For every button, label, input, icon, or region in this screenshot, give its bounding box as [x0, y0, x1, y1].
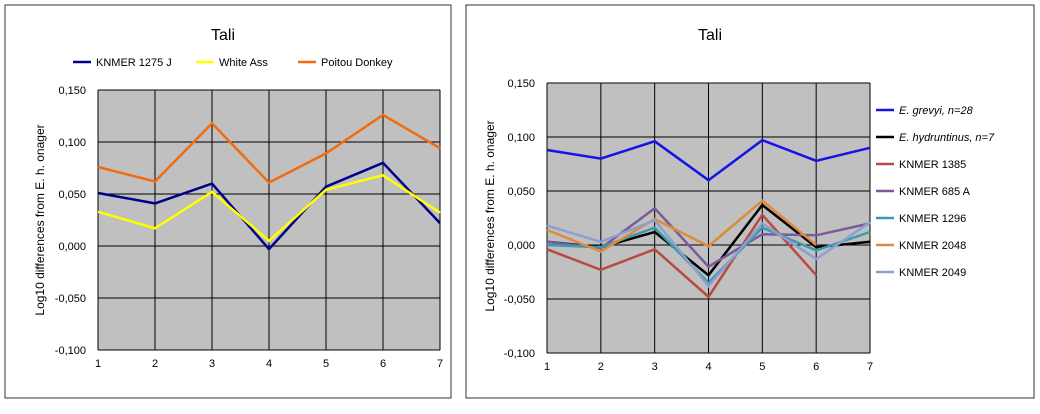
chart-left-x-tick-label: 3	[209, 358, 215, 370]
chart-left-y-tick-label: -0,050	[55, 293, 86, 305]
chart-left-y-tick-label: 0,100	[58, 137, 86, 149]
chart-right-y-axis-label: Log10 differences from E. h. onager	[483, 120, 497, 311]
chart-right-y-tick-label: 0,150	[507, 78, 535, 90]
chart-right-title: Tali	[698, 27, 722, 44]
chart-right-x-tick-label: 4	[705, 361, 711, 373]
chart-left-y-axis-label: Log10 differences from E. h. onager	[33, 124, 47, 315]
chart-right-legend-label: E. grevyi, n=28	[899, 105, 974, 117]
chart-left-legend: KNMER 1275 J White Ass Poitou Donkey	[73, 57, 393, 69]
chart-right-y-tick-label: 0,000	[507, 240, 535, 252]
chart-right-legend-label: KNMER 2049	[899, 267, 966, 279]
chart-right-x-tick-label: 6	[813, 361, 819, 373]
chart-right-x-tick-label: 5	[759, 361, 765, 373]
chart-right-x-tick-label: 7	[867, 361, 873, 373]
chart-right-legend-label: KNMER 1296	[899, 213, 966, 225]
chart-left-y-tick-label: -0,100	[55, 345, 86, 357]
chart-left-legend-label: White Ass	[219, 57, 268, 69]
chart-right-y-tick-label: 0,050	[507, 186, 535, 198]
chart-left-x-tick-label: 5	[323, 358, 329, 370]
chart-right-legend-label: E. hydruntinus, n=7	[899, 132, 995, 144]
chart-left-legend-label: Poitou Donkey	[321, 57, 393, 69]
chart-right-x-tick-label: 1	[544, 361, 550, 373]
chart-right-y-tick-label: 0,100	[507, 132, 535, 144]
chart-left-x-tick-label: 4	[266, 358, 272, 370]
chart-right-y-tick-label: -0,050	[504, 294, 535, 306]
chart-left-title: Tali	[211, 27, 235, 44]
chart-right-legend-label: KNMER 685 A	[899, 186, 971, 198]
chart-left-legend-label: KNMER 1275 J	[96, 57, 172, 69]
chart-left-x-tick-label: 6	[380, 358, 386, 370]
chart-right-legend-label: KNMER 2048	[899, 240, 966, 252]
chart-left-y-tick-label: 0,150	[58, 85, 86, 97]
chart-right: Tali E. grevyi, n=28 E. hydruntinus, n=7 K…	[466, 5, 1034, 398]
chart-right-x-tick-label: 2	[598, 361, 604, 373]
chart-right-y-tick-label: -0,100	[504, 348, 535, 360]
chart-right-legend-label: KNMER 1385	[899, 159, 966, 171]
chart-left-y-tick-label: 0,000	[58, 241, 86, 253]
chart-left-y-tick-label: 0,050	[58, 189, 86, 201]
chart-left-x-tick-label: 1	[95, 358, 101, 370]
chart-left-x-tick-label: 7	[437, 358, 443, 370]
chart-left-x-tick-label: 2	[152, 358, 158, 370]
chart-right-x-tick-label: 3	[652, 361, 658, 373]
